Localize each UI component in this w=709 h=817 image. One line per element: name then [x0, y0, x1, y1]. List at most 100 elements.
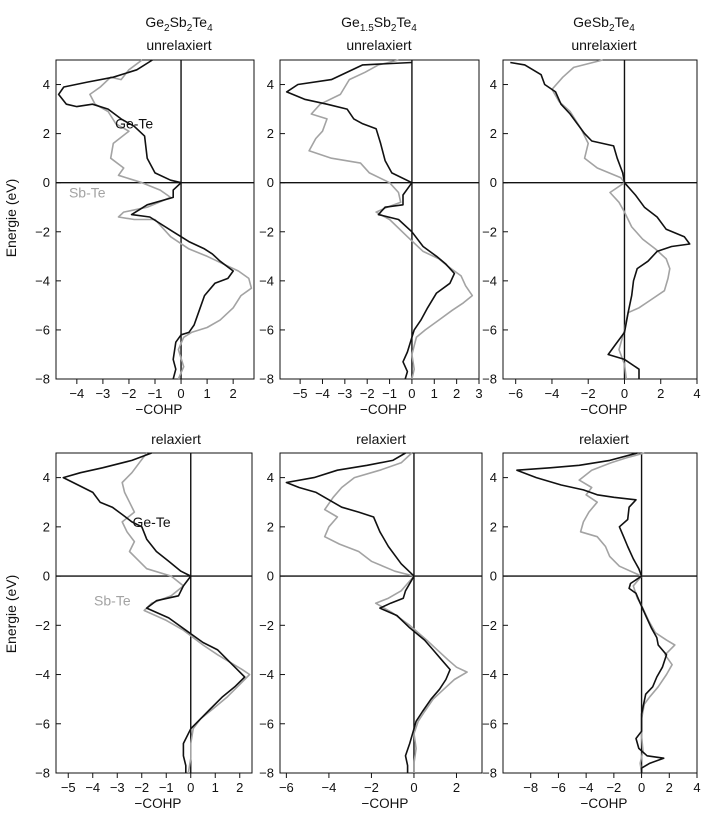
- x-tick-label: −6: [279, 780, 294, 795]
- plot-frame: [502, 59, 698, 380]
- plot-frame: [279, 59, 480, 380]
- x-tick-label: −2: [606, 780, 621, 795]
- y-tick-label: −8: [35, 372, 50, 387]
- y-tick-label: 4: [267, 470, 274, 485]
- compound-title-gesb2te4: GeSb2Te4: [573, 14, 635, 34]
- row-title-relaxed-1: relaxiert: [151, 431, 201, 447]
- y-tick-label: 2: [43, 519, 50, 534]
- x-axis-label: −COHP: [360, 402, 407, 417]
- series-line-sb-te: [308, 59, 474, 380]
- x-axis-label: −COHP: [581, 402, 628, 417]
- series-label-sb-te: Sb-Te: [69, 184, 106, 200]
- y-tick-label: −4: [259, 273, 274, 288]
- y-tick-label: −8: [35, 766, 50, 781]
- x-tick-label: −4: [545, 386, 560, 401]
- x-tick-label: 0: [410, 780, 417, 795]
- x-tick-label: 2: [453, 386, 460, 401]
- y-tick-label: 2: [43, 126, 50, 141]
- x-tick-label: −2: [134, 780, 149, 795]
- plot-frame: [502, 452, 698, 774]
- row-title-relaxed-2: relaxiert: [356, 431, 406, 447]
- y-tick-label: 2: [490, 126, 497, 141]
- y-tick-label: 2: [267, 126, 274, 141]
- x-axis-label: −COHP: [362, 796, 409, 811]
- y-tick-label: −6: [35, 716, 50, 731]
- y-tick-label: 4: [490, 77, 497, 92]
- x-tick-label: 2: [236, 780, 243, 795]
- panel-6: −8 −6 −4 −2 0 2 4 −8 −6 −4 −2 0 2 4 −COHP: [482, 452, 701, 811]
- row-title-relaxed-3: relaxiert: [579, 431, 629, 447]
- y-tick-label: −4: [35, 667, 50, 682]
- y-tick-label: −4: [35, 273, 50, 288]
- x-axis-label: −COHP: [136, 402, 183, 417]
- x-tick-label: −3: [95, 386, 110, 401]
- panel-3: −8 −6 −4 −2 0 2 4 −6 −4 −2 0 2 4 −COHP: [482, 59, 701, 417]
- y-tick-label: −8: [259, 766, 274, 781]
- y-tick-label: −2: [35, 224, 50, 239]
- series-line-sb-te: [323, 452, 468, 773]
- x-tick-label: −2: [581, 386, 596, 401]
- x-axis-label: −COHP: [581, 796, 628, 811]
- x-tick-label: −8: [523, 780, 538, 795]
- y-tick-label: 2: [490, 519, 497, 534]
- x-tick-label: −6: [551, 780, 566, 795]
- x-tick-label: −2: [122, 386, 137, 401]
- y-tick-label: −2: [482, 618, 497, 633]
- y-axis-label-top: Energie (eV): [3, 179, 19, 258]
- series-line-ge-te: [285, 61, 456, 380]
- y-tick-label: −2: [482, 224, 497, 239]
- y-tick-label: 0: [490, 175, 497, 190]
- y-tick-label: −4: [259, 667, 274, 682]
- y-tick-label: −6: [35, 322, 50, 337]
- x-tick-label: −4: [69, 386, 84, 401]
- series-line-sb-te: [578, 452, 676, 774]
- x-tick-label: −2: [360, 386, 375, 401]
- y-tick-label: −6: [482, 322, 497, 337]
- y-tick-label: 0: [490, 569, 497, 584]
- x-tick-label: 4: [693, 780, 700, 795]
- series-line-sb-te: [89, 59, 253, 380]
- x-tick-label: −1: [159, 780, 174, 795]
- series-label-ge-te: Ge-Te: [115, 116, 153, 132]
- x-tick-label: 0: [638, 780, 645, 795]
- x-tick-label: 0: [187, 780, 194, 795]
- x-tick-label: 2: [666, 780, 673, 795]
- row-title-unrelaxed-2: unrelaxiert: [346, 37, 411, 53]
- x-tick-label: 1: [203, 386, 210, 401]
- y-tick-label: −4: [482, 667, 497, 682]
- x-tick-label: −4: [315, 386, 330, 401]
- y-tick-label: 0: [43, 175, 50, 190]
- series-line-ge-te: [62, 452, 246, 773]
- y-tick-label: 0: [43, 569, 50, 584]
- y-tick-label: −8: [482, 766, 497, 781]
- y-axis-label-bottom: Energie (eV): [3, 575, 19, 654]
- x-tick-label: 2: [230, 386, 237, 401]
- y-tick-label: 4: [43, 77, 50, 92]
- series-label-ge-te: Ge-Te: [132, 514, 170, 530]
- plot-frame: [279, 452, 483, 774]
- panel-1: −8 −6 −4 −2 0 2 4 −4 −3 −2 −1 0 1 2 −COHP Ge-Te Sb-Te: [35, 59, 255, 417]
- series-label-sb-te: Sb-Te: [94, 593, 131, 609]
- y-tick-label: 0: [267, 569, 274, 584]
- x-tick-label: 4: [693, 386, 700, 401]
- row-title-unrelaxed-1: unrelaxiert: [146, 37, 211, 53]
- y-tick-label: 2: [267, 519, 274, 534]
- y-tick-label: 4: [490, 470, 497, 485]
- x-tick-label: −1: [382, 386, 397, 401]
- x-tick-label: 3: [475, 386, 482, 401]
- y-tick-label: −2: [259, 224, 274, 239]
- x-tick-label: −5: [293, 386, 308, 401]
- compound-title-ge2sb2te4: Ge2Sb2Te4: [145, 14, 213, 34]
- y-tick-label: 0: [267, 175, 274, 190]
- x-tick-label: 0: [408, 386, 415, 401]
- y-tick-label: −8: [259, 372, 274, 387]
- x-tick-label: 1: [212, 780, 219, 795]
- x-tick-label: −1: [148, 386, 163, 401]
- series-line-ge-te: [57, 59, 234, 380]
- x-tick-label: 2: [657, 386, 664, 401]
- row-title-unrelaxed-3: unrelaxiert: [571, 37, 636, 53]
- series-line-ge-te: [516, 452, 668, 773]
